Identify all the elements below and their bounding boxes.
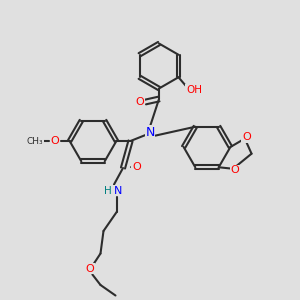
Text: O: O bbox=[230, 165, 239, 175]
Text: O: O bbox=[85, 263, 94, 274]
Text: N: N bbox=[113, 185, 122, 196]
Text: CH₃: CH₃ bbox=[27, 136, 44, 146]
Text: OH: OH bbox=[186, 85, 202, 95]
Text: N: N bbox=[145, 125, 155, 139]
Text: O: O bbox=[132, 161, 141, 172]
Text: H: H bbox=[103, 185, 111, 196]
Text: O: O bbox=[50, 136, 59, 146]
Text: O: O bbox=[242, 132, 251, 142]
Text: O: O bbox=[136, 97, 145, 107]
